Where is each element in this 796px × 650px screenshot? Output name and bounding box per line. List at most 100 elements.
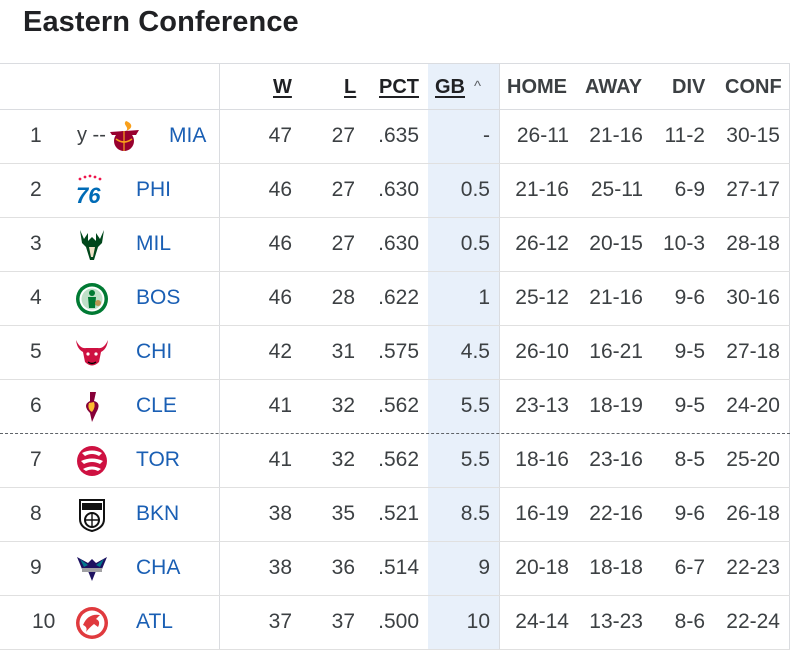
conference-record: 25-20 xyxy=(726,448,780,471)
table-row[interactable]: 8 BKN 38 35 .521 8.5 16-19 22-16 9-6 26-… xyxy=(0,488,790,542)
wins: 38 xyxy=(268,556,292,579)
wins: 47 xyxy=(268,124,292,147)
header-gb[interactable]: GB xyxy=(435,76,465,98)
sort-ascending-icon[interactable]: ^ xyxy=(474,78,482,95)
losses: 28 xyxy=(331,286,355,309)
rank: 3 xyxy=(30,232,42,255)
team-link[interactable]: ATL xyxy=(136,610,173,633)
header-w[interactable]: W xyxy=(273,76,292,98)
standings-table: W L PCT GB ^ HOME AWAY DIV CONF 1 y -- M… xyxy=(0,63,790,650)
wins: 42 xyxy=(268,340,292,363)
hornets-logo-icon xyxy=(77,557,107,581)
away-record: 20-15 xyxy=(589,232,643,255)
conference-record: 27-17 xyxy=(726,178,780,201)
column-divider xyxy=(499,63,500,649)
team-link[interactable]: MIA xyxy=(169,124,207,147)
clinch-indicator: y -- xyxy=(77,124,106,146)
team-link[interactable]: MIL xyxy=(136,232,172,255)
home-record: 26-10 xyxy=(515,340,569,363)
team-link[interactable]: TOR xyxy=(136,448,180,471)
home-record: 24-14 xyxy=(515,610,569,633)
win-pct: .575 xyxy=(378,340,419,363)
losses: 35 xyxy=(331,502,355,525)
games-behind: 10 xyxy=(466,610,490,633)
header-away: AWAY xyxy=(585,76,643,98)
team-link[interactable]: BKN xyxy=(136,502,180,525)
games-behind: 0.5 xyxy=(460,232,490,255)
away-record: 21-16 xyxy=(589,286,643,309)
conference-record: 22-24 xyxy=(726,610,780,633)
wins: 46 xyxy=(268,178,292,201)
rank: 1 xyxy=(30,124,42,147)
table-row[interactable]: 7 TOR 41 32 .562 5.5 18-16 23-16 8-5 25-… xyxy=(0,434,790,488)
team-link[interactable]: CHI xyxy=(136,340,173,363)
bulls-logo-icon xyxy=(76,340,108,366)
table-row[interactable]: 5 CHI 42 31 .575 4.5 26-10 16-21 9-5 27-… xyxy=(0,326,790,380)
header-conf: CONF xyxy=(725,76,782,98)
conference-record: 30-15 xyxy=(726,124,780,147)
home-record: 21-16 xyxy=(515,178,569,201)
away-record: 21-16 xyxy=(589,124,643,147)
losses: 27 xyxy=(331,178,355,201)
away-record: 22-16 xyxy=(589,502,643,525)
conference-record: 22-23 xyxy=(726,556,780,579)
cavaliers-logo-icon xyxy=(86,392,99,422)
gb-column-highlight xyxy=(428,63,499,649)
away-record: 25-11 xyxy=(590,178,643,201)
division-record: 9-6 xyxy=(674,502,705,525)
team-link[interactable]: CLE xyxy=(136,394,177,417)
games-behind: 5.5 xyxy=(460,448,490,471)
table-row[interactable]: 10 ATL 37 37 .500 10 24-14 13-23 8-6 22-… xyxy=(0,596,790,650)
home-record: 16-19 xyxy=(515,502,569,525)
team-link[interactable]: BOS xyxy=(136,286,181,309)
wins: 46 xyxy=(268,286,292,309)
header-div: DIV xyxy=(672,76,706,98)
games-behind: 9 xyxy=(478,556,490,579)
header-pct[interactable]: PCT xyxy=(379,76,419,98)
win-pct: .630 xyxy=(378,178,419,201)
table-row[interactable]: 2 76 PHI 46 27 .630 0.5 21-16 25-11 6-9 … xyxy=(0,164,790,218)
away-record: 16-21 xyxy=(589,340,643,363)
win-pct: .562 xyxy=(378,394,419,417)
svg-text:76: 76 xyxy=(76,183,101,208)
division-record: 11-2 xyxy=(664,124,705,147)
wins: 37 xyxy=(268,610,292,633)
76ers-logo-icon: 76 xyxy=(76,174,102,208)
rank: 6 xyxy=(30,394,42,417)
wins: 41 xyxy=(268,394,292,417)
conference-record: 27-18 xyxy=(726,340,780,363)
raptors-logo-icon xyxy=(77,446,107,476)
win-pct: .635 xyxy=(378,124,419,147)
losses: 32 xyxy=(331,448,355,471)
rank: 9 xyxy=(30,556,42,579)
column-divider xyxy=(789,63,790,649)
away-record: 13-23 xyxy=(589,610,643,633)
division-record: 6-7 xyxy=(674,556,705,579)
team-link[interactable]: PHI xyxy=(136,178,172,201)
table-row[interactable]: 3 MIL 46 27 .630 0.5 26-12 20-15 10-3 28… xyxy=(0,218,790,272)
losses: 27 xyxy=(331,232,355,255)
column-divider xyxy=(219,63,220,649)
division-record: 8-5 xyxy=(674,448,705,471)
wins: 46 xyxy=(268,232,292,255)
away-record: 23-16 xyxy=(589,448,643,471)
table-row[interactable]: 9 CHA 38 36 .514 9 20-18 18-18 6-7 22-23 xyxy=(0,542,790,596)
hawks-logo-icon xyxy=(76,607,108,639)
table-row[interactable]: 6 CLE 41 32 .562 5.5 23-13 18-19 9-5 24-… xyxy=(0,380,790,434)
header-l[interactable]: L xyxy=(344,76,357,98)
conference-record: 26-18 xyxy=(726,502,780,525)
losses: 31 xyxy=(331,340,355,363)
header-home: HOME xyxy=(507,76,567,98)
table-row[interactable]: 4 BOS 46 28 .622 1 25-12 21-16 9-6 30-16 xyxy=(0,272,790,326)
team-link[interactable]: CHA xyxy=(136,556,181,579)
division-record: 9-5 xyxy=(674,340,705,363)
games-behind: 8.5 xyxy=(460,502,490,525)
losses: 27 xyxy=(331,124,355,147)
rank: 8 xyxy=(30,502,42,525)
division-record: 9-6 xyxy=(674,286,705,309)
conference-record: 30-16 xyxy=(726,286,780,309)
nets-logo-icon xyxy=(79,499,105,533)
table-row[interactable]: 1 y -- MIA 47 27 .635 - 26-11 21-16 11-2… xyxy=(0,110,790,164)
division-record: 10-3 xyxy=(662,232,705,255)
page-title: Eastern Conference xyxy=(23,6,299,38)
